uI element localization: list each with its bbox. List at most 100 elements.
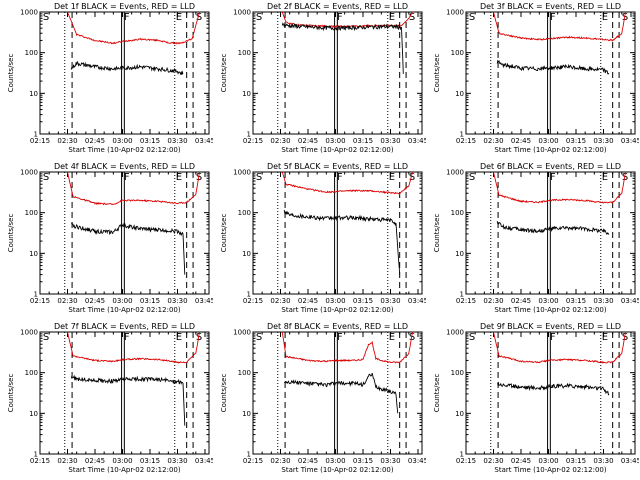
flag-label: F: [124, 172, 130, 183]
x-tick-label: 03:45: [408, 297, 426, 305]
flag-label: E: [389, 332, 395, 343]
x-tick-label: 03:15: [566, 457, 586, 465]
y-tick-label: 10: [242, 250, 251, 258]
x-tick-label: 03:00: [112, 137, 132, 145]
x-tick-label: 03:30: [167, 457, 187, 465]
x-axis-label: Start Time (10-Apr-02 02:12:00): [494, 306, 606, 314]
y-tick-label: 10: [455, 250, 464, 258]
x-tick-label: 02:15: [30, 137, 50, 145]
x-tick-label: 03:30: [167, 297, 187, 305]
plot-title: Det 7f BLACK = Events, RED = LLD: [54, 322, 195, 331]
x-tick-label: 03:15: [566, 137, 586, 145]
y-tick-label: 1000: [233, 9, 251, 17]
y-tick-label: 100: [451, 49, 464, 57]
flag-label: S: [256, 332, 262, 343]
x-axis-label: Start Time (10-Apr-02 02:12:00): [281, 146, 393, 154]
x-tick-label: 03:00: [538, 457, 558, 465]
x-tick-label: 03:00: [112, 297, 132, 305]
x-axis-label: Start Time (10-Apr-02 02:12:00): [281, 306, 393, 314]
lld-rate-line: [493, 11, 626, 42]
x-tick-label: 02:30: [270, 137, 290, 145]
y-tick-label: 100: [451, 209, 464, 217]
x-tick-label: 02:15: [456, 457, 476, 465]
y-tick-label: 100: [25, 49, 38, 57]
x-tick-label: 02:30: [57, 457, 77, 465]
x-tick-label: 03:30: [167, 137, 187, 145]
event-rate-line: [281, 22, 404, 74]
y-axis-label: Counts/sec: [433, 54, 441, 93]
flag-label: E: [389, 12, 395, 23]
x-tick-label: 03:15: [140, 297, 160, 305]
y-tick-label: 1000: [233, 329, 251, 337]
x-tick-label: 02:45: [85, 137, 105, 145]
y-tick-label: 1000: [446, 169, 464, 177]
x-tick-label: 03:45: [195, 297, 213, 305]
y-tick-label: 1: [460, 131, 464, 139]
y-axis-label: Counts/sec: [220, 214, 228, 253]
x-tick-label: 02:45: [85, 297, 105, 305]
x-tick-label: 03:45: [195, 457, 213, 465]
y-tick-label: 1000: [20, 9, 38, 17]
detector-plot: Det 8f BLACK = Events, RED = LLD 1 10 100 10…: [220, 322, 426, 474]
detector-plot: Det 9f BLACK = Events, RED = LLD 1 10 100 10…: [433, 322, 639, 474]
x-tick-label: 02:45: [298, 457, 318, 465]
event-rate-line: [283, 372, 399, 414]
x-axis-label: Start Time (10-Apr-02 02:12:00): [68, 306, 180, 314]
y-axis-label: Counts/sec: [7, 54, 15, 93]
x-tick-label: 02:30: [483, 297, 503, 305]
x-tick-label: 02:15: [243, 297, 263, 305]
y-axis-label: Counts/sec: [433, 374, 441, 413]
y-tick-label: 100: [238, 49, 251, 57]
flag-label: F: [124, 332, 130, 343]
flag-label: F: [550, 332, 556, 343]
plot-title: Det 4f BLACK = Events, RED = LLD: [54, 162, 195, 171]
y-tick-label: 1: [247, 451, 251, 459]
y-tick-label: 100: [238, 369, 251, 377]
flag-label: F: [337, 172, 343, 183]
y-tick-label: 100: [25, 369, 38, 377]
detector-plot: Det 1f BLACK = Events, RED = LLD 1 10 100 10…: [7, 2, 213, 154]
flag-label: S: [196, 12, 202, 23]
plot-title: Det 2f BLACK = Events, RED = LLD: [267, 2, 408, 11]
x-tick-label: 03:45: [621, 297, 639, 305]
y-tick-label: 1000: [233, 169, 251, 177]
detector-plot: Det 5f BLACK = Events, RED = LLD 1 10 100 10…: [220, 162, 426, 314]
x-axis-label: Start Time (10-Apr-02 02:12:00): [68, 466, 180, 474]
x-tick-label: 03:30: [593, 297, 613, 305]
x-tick-label: 03:30: [380, 137, 400, 145]
y-tick-label: 10: [242, 410, 251, 418]
y-axis-label: Counts/sec: [220, 374, 228, 413]
x-tick-label: 03:45: [408, 137, 426, 145]
y-tick-label: 1: [34, 291, 38, 299]
lld-rate-line: [281, 171, 413, 195]
x-tick-label: 03:15: [353, 457, 373, 465]
x-tick-label: 03:15: [353, 137, 373, 145]
event-rate-line: [70, 374, 186, 426]
y-tick-label: 1000: [20, 329, 38, 337]
x-tick-label: 03:00: [538, 137, 558, 145]
flag-label: S: [43, 332, 49, 343]
x-tick-label: 02:15: [243, 137, 263, 145]
lld-rate-line: [493, 331, 626, 364]
flag-label: S: [469, 12, 475, 23]
y-tick-label: 100: [238, 209, 251, 217]
y-tick-label: 1: [247, 131, 251, 139]
y-axis-label: Counts/sec: [7, 214, 15, 253]
flag-label: S: [43, 12, 49, 23]
y-tick-label: 10: [29, 90, 38, 98]
lld-rate-line: [67, 171, 200, 206]
y-tick-label: 100: [451, 369, 464, 377]
plot-title: Det 1f BLACK = Events, RED = LLD: [54, 2, 195, 11]
flag-label: F: [124, 12, 130, 23]
flag-label: E: [176, 12, 182, 23]
plot-title: Det 8f BLACK = Events, RED = LLD: [267, 322, 408, 331]
y-tick-label: 1000: [20, 169, 38, 177]
detector-plot: Det 2f BLACK = Events, RED = LLD 1 10 100 10…: [220, 2, 426, 154]
x-axis-label: Start Time (10-Apr-02 02:12:00): [281, 466, 393, 474]
x-tick-label: 02:30: [483, 137, 503, 145]
x-tick-label: 03:30: [380, 297, 400, 305]
flag-label: F: [337, 332, 343, 343]
y-tick-label: 10: [242, 90, 251, 98]
flag-label: S: [409, 12, 415, 23]
y-axis-label: Counts/sec: [220, 54, 228, 93]
